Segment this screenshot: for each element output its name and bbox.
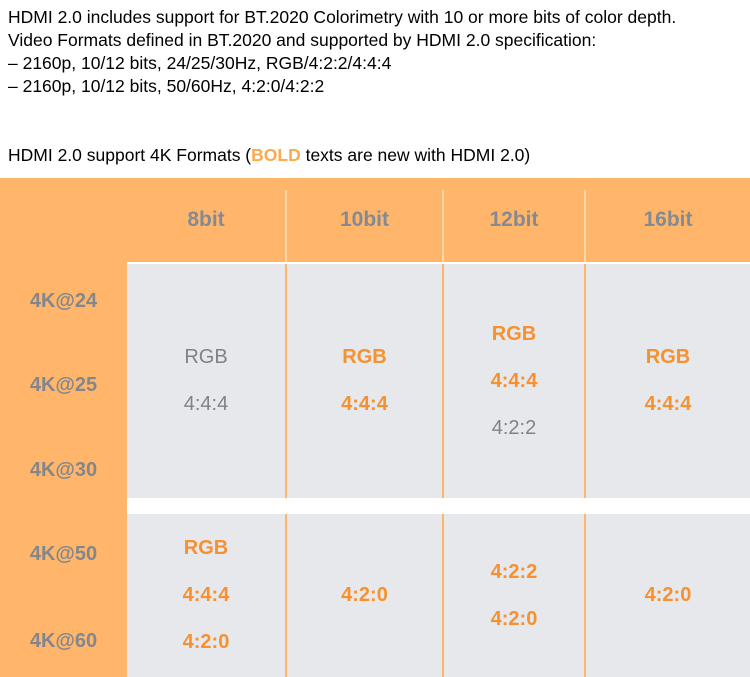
- row-label-4k50: 4K@50: [29, 542, 98, 565]
- format-cell-8bit-24-30: RGB 4:4:4: [127, 264, 285, 498]
- column-header-12bit: 12bit: [489, 208, 539, 231]
- column-header-16bit: 16bit: [643, 208, 693, 231]
- format-value: 4:4:4: [182, 584, 230, 606]
- format-value: 4:2:2: [490, 560, 538, 583]
- intro-line: HDMI 2.0 includes support for BT.2020 Co…: [8, 7, 677, 27]
- format-value: RGB: [183, 537, 229, 559]
- format-cell-8bit-50-60: RGB 4:4:4 4:2:0: [127, 514, 285, 677]
- format-cell-16bit-50-60: 4:2:0: [586, 514, 750, 677]
- format-value: 4:4:4: [341, 393, 388, 415]
- table-caption: HDMI 2.0 support 4K Formats (BOLD texts …: [8, 144, 530, 167]
- format-value: RGB: [645, 346, 691, 368]
- format-value: 4:4:4: [490, 369, 538, 392]
- format-value: RGB: [184, 346, 228, 368]
- row-label-4k25: 4K@25: [29, 373, 98, 396]
- intro-line: – 2160p, 10/12 bits, 50/60Hz, 4:2:0/4:2:…: [8, 76, 325, 96]
- caption-bold-word: BOLD: [251, 145, 301, 165]
- format-cell-10bit-24-30: RGB 4:4:4: [287, 264, 442, 498]
- row-label-4k30: 4K@30: [29, 458, 98, 481]
- row-label-4k24: 4K@24: [29, 289, 98, 312]
- format-value: 4:4:4: [644, 393, 692, 415]
- format-value: 4:4:4: [183, 393, 229, 415]
- caption-suffix: texts are new with HDMI 2.0): [300, 145, 531, 165]
- format-cell-12bit-50-60: 4:2:2 4:2:0: [444, 514, 584, 677]
- column-header-8bit: 8bit: [187, 208, 225, 231]
- group-divider: [127, 498, 750, 514]
- header-divider: [285, 190, 287, 262]
- format-value: 4:2:0: [644, 584, 692, 606]
- format-cell-12bit-24-30: RGB 4:4:4 4:2:2: [444, 264, 584, 498]
- row-label-4k60: 4K@60: [29, 629, 98, 652]
- format-value: RGB: [491, 322, 537, 345]
- format-value: 4:2:0: [490, 607, 538, 630]
- intro-line: – 2160p, 10/12 bits, 24/25/30Hz, RGB/4:2…: [8, 53, 392, 73]
- caption-prefix: HDMI 2.0 support 4K Formats (: [8, 145, 252, 165]
- header-divider: [584, 190, 586, 262]
- column-header-10bit: 10bit: [339, 208, 389, 231]
- format-cell-16bit-24-30: RGB 4:4:4: [586, 264, 750, 498]
- format-value: 4:2:2: [491, 416, 537, 439]
- intro-text: HDMI 2.0 includes support for BT.2020 Co…: [8, 6, 748, 98]
- format-value: 4:2:0: [182, 631, 230, 653]
- table-divider: [127, 262, 750, 264]
- format-value: 4:2:0: [341, 584, 388, 606]
- format-value: RGB: [342, 346, 387, 368]
- format-cell-10bit-50-60: 4:2:0: [287, 514, 442, 677]
- intro-line: Video Formats defined in BT.2020 and sup…: [8, 30, 597, 50]
- header-divider: [442, 190, 444, 262]
